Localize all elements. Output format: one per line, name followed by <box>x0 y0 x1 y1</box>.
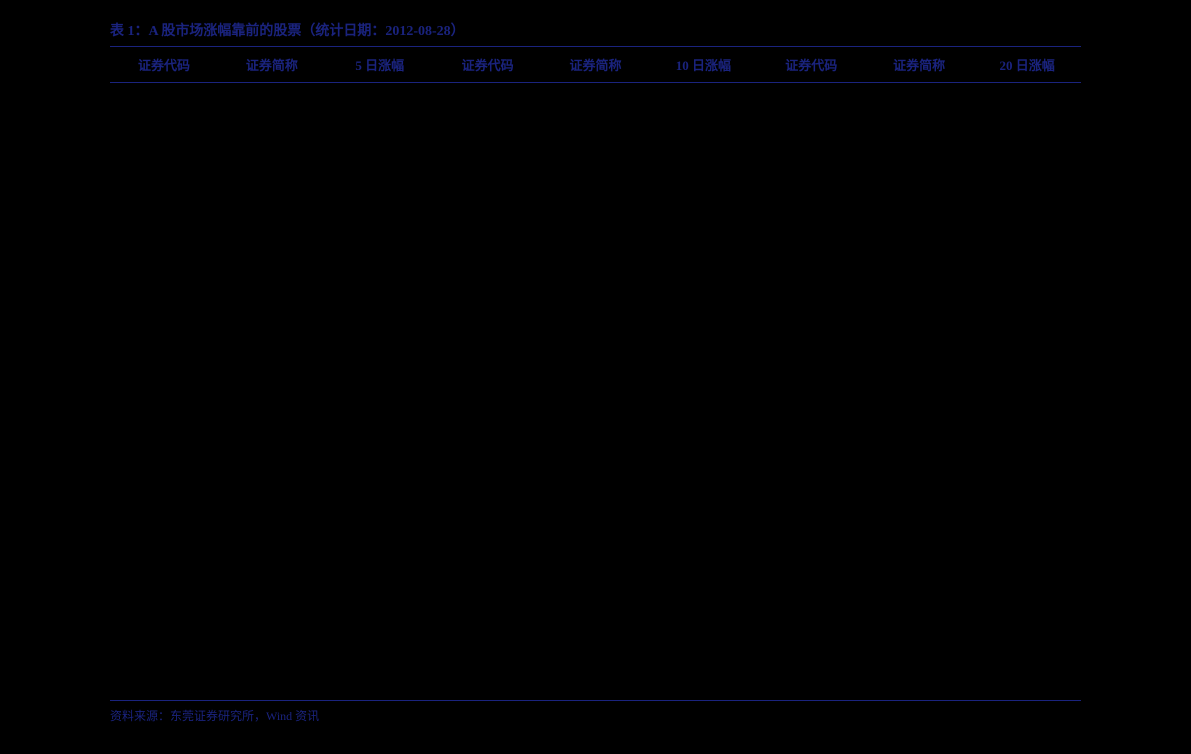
header-cell: 证券简称 <box>218 55 326 74</box>
header-cell: 证券代码 <box>757 55 865 74</box>
page-container: 表 1：A 股市场涨幅靠前的股票（统计日期：2012-08-28） 证券代码 证… <box>0 0 1191 754</box>
header-cell: 证券代码 <box>434 55 542 74</box>
header-cell: 证券简称 <box>542 55 650 74</box>
table-footer-section: 资料来源：东莞证券研究所，Wind 资讯 <box>110 700 1081 724</box>
table-title-section: 表 1：A 股市场涨幅靠前的股票（统计日期：2012-08-28） 证券代码 证… <box>110 20 1081 83</box>
footer-divider <box>110 700 1081 701</box>
table-title: 表 1：A 股市场涨幅靠前的股票（统计日期：2012-08-28） <box>110 20 1081 47</box>
header-cell: 5 日涨幅 <box>326 55 434 74</box>
header-cell: 10 日涨幅 <box>649 55 757 74</box>
table-header-row: 证券代码 证券简称 5 日涨幅 证券代码 证券简称 10 日涨幅 证券代码 证券… <box>110 47 1081 83</box>
header-cell: 证券代码 <box>110 55 218 74</box>
header-cell: 20 日涨幅 <box>973 55 1081 74</box>
header-cell: 证券简称 <box>865 55 973 74</box>
source-text: 资料来源：东莞证券研究所，Wind 资讯 <box>110 707 1081 724</box>
